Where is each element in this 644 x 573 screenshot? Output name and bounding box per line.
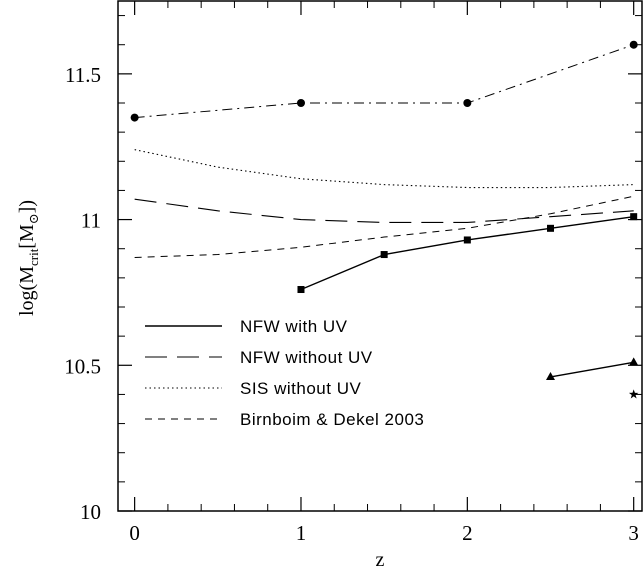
star-marker <box>628 389 639 399</box>
axis-ticks: 0 1 2 3 10 10.5 11 11.5 <box>64 1 642 545</box>
x-tick-label: 2 <box>462 521 473 545</box>
legend-label: SIS without UV <box>240 379 361 398</box>
square-marker <box>297 286 305 294</box>
series-4 <box>134 195 634 258</box>
legend-label: NFW without UV <box>240 348 373 367</box>
series-2 <box>134 198 634 224</box>
series-1 <box>297 213 638 294</box>
legend-item: NFW without UV <box>145 348 373 367</box>
x-tick-label: 3 <box>628 521 639 545</box>
y-tick-label: 10 <box>80 500 101 524</box>
legend-item: Birnboim & Dekel 2003 <box>145 410 424 429</box>
legend-item: NFW with UV <box>145 317 348 336</box>
series-5 <box>130 40 638 122</box>
legend-item: SIS without UV <box>145 379 361 398</box>
circle-marker <box>296 99 305 107</box>
x-tick-label: 0 <box>129 521 140 545</box>
square-marker <box>463 236 471 244</box>
series-line <box>300 215 634 291</box>
series-3 <box>134 149 634 189</box>
circle-marker <box>130 113 139 122</box>
triangle-marker <box>546 371 556 380</box>
series-line <box>134 195 634 258</box>
series-line <box>134 149 634 189</box>
series-7 <box>628 389 639 399</box>
x-tick-label: 1 <box>296 521 307 545</box>
legend: NFW with UV NFW without UV SIS without UV B… <box>145 317 424 429</box>
triangle-marker <box>629 357 639 366</box>
square-marker <box>547 224 555 232</box>
legend-label: NFW with UV <box>240 317 348 336</box>
circle-marker <box>463 99 472 107</box>
series-line <box>134 44 634 119</box>
y-axis-title: log(Mcrit[M⊙]) <box>16 200 41 316</box>
series-line <box>134 198 634 224</box>
circle-marker <box>629 40 638 49</box>
y-tick-label: 10.5 <box>64 354 101 378</box>
plot-frame <box>117 0 643 512</box>
square-marker <box>380 251 388 259</box>
series-layer <box>130 40 639 399</box>
y-tick-label: 11.5 <box>65 63 101 87</box>
square-marker <box>630 213 638 221</box>
series-6 <box>546 357 639 380</box>
series-line <box>550 361 634 378</box>
x-axis-title: z <box>376 549 385 571</box>
legend-label: Birnboim & Dekel 2003 <box>240 410 424 429</box>
y-tick-label: 11 <box>81 209 101 233</box>
